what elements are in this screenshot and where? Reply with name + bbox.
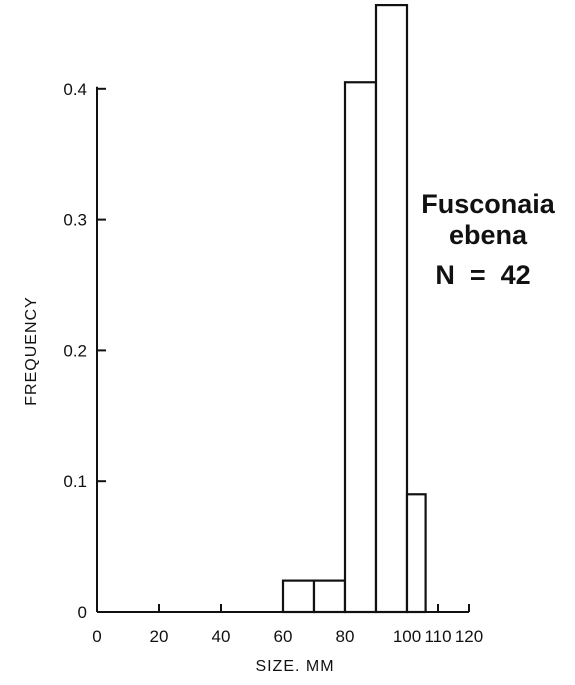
x-tick-label: 40 bbox=[212, 627, 231, 646]
y-tick-label: 0 bbox=[78, 603, 87, 622]
y-tick-label: 0.4 bbox=[63, 80, 87, 99]
y-ticks-group: 0 0.1 0.2 0.3 0.4 bbox=[63, 80, 106, 622]
species-name-line1: Fusconaia bbox=[421, 189, 556, 219]
histogram-bar bbox=[343, 81, 378, 614]
sample-size-label: N = 42 bbox=[435, 260, 530, 290]
x-tick-label: 80 bbox=[336, 627, 355, 646]
y-axis-title: FREQUENCY bbox=[23, 296, 40, 405]
x-tick-label: 110 bbox=[424, 627, 451, 646]
histogram-bar bbox=[374, 3, 409, 614]
x-tick-label: 120 bbox=[455, 627, 483, 646]
histogram-bar bbox=[312, 579, 347, 614]
x-tick-label: 60 bbox=[274, 627, 293, 646]
bars-group bbox=[281, 3, 427, 614]
histogram-bar bbox=[405, 493, 427, 614]
x-tick-label: 100 bbox=[393, 627, 421, 646]
y-tick-label: 0.2 bbox=[63, 341, 87, 360]
x-tick-label: 0 bbox=[92, 627, 101, 646]
y-tick-label: 0.3 bbox=[63, 211, 87, 230]
y-tick-label: 0.1 bbox=[63, 472, 87, 491]
x-ticks-group: 0 20 40 60 80 100 110 120 bbox=[92, 604, 483, 646]
species-name-line2: ebena bbox=[449, 220, 528, 250]
histogram-bar bbox=[281, 579, 316, 614]
x-tick-label: 20 bbox=[150, 627, 169, 646]
x-axis-title: SIZE. MM bbox=[255, 658, 334, 675]
